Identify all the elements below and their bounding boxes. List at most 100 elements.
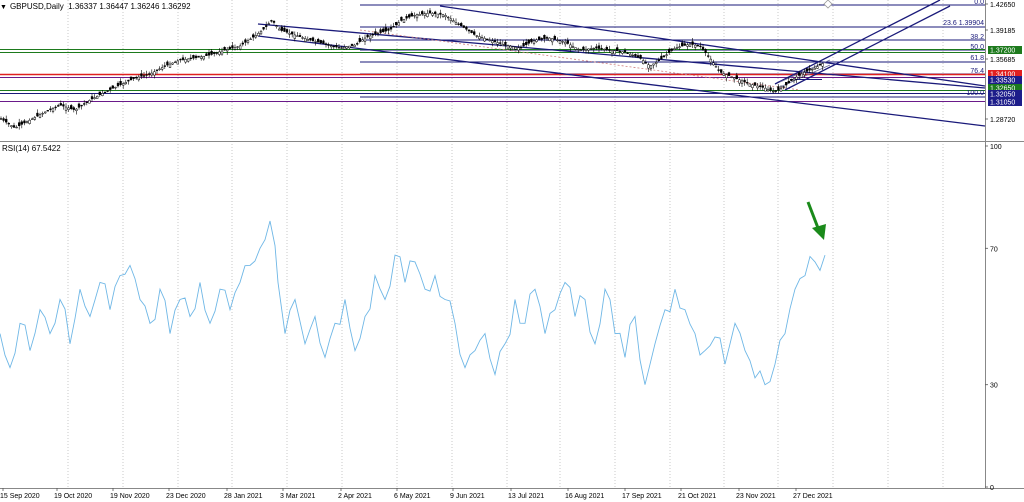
candle-body [415, 14, 419, 19]
candle-body [119, 81, 122, 85]
candle-body [475, 35, 478, 37]
price-scale[interactable]: 1.42650 1.39185 1.35685 1.28720 [985, 2, 1015, 124]
candle-body [678, 46, 681, 48]
green-arrow-icon [806, 201, 826, 240]
chart-header: ▼ GBPUSD,Daily 1.36337 1.36447 1.36246 1.… [0, 1, 191, 13]
candle-body [774, 90, 777, 92]
candle-body [582, 46, 585, 50]
candle-body [366, 34, 369, 38]
candle-body [379, 29, 382, 33]
candle-body [613, 50, 616, 55]
candle-body [103, 91, 107, 94]
price-lines[interactable] [0, 0, 986, 127]
candle-body [686, 44, 689, 47]
price-tag-text: 1.33530 [990, 78, 1015, 85]
candle-body [811, 68, 814, 71]
date-label: 3 Mar 2021 [280, 493, 316, 500]
candle-body [80, 104, 83, 107]
candle-body [566, 40, 569, 44]
candle-body [486, 38, 489, 40]
arrow-shaft [806, 201, 820, 229]
candle-body [127, 79, 130, 82]
candle-body [558, 40, 562, 44]
date-label: 23 Nov 2021 [736, 493, 776, 500]
candle-body [309, 38, 312, 41]
candle-body [644, 62, 647, 64]
fib-label: 76.4 [970, 68, 984, 75]
candle-body [7, 122, 10, 125]
candle-body [10, 125, 13, 127]
candle-body [491, 40, 494, 44]
dropdown-triangle-icon[interactable]: ▼ [0, 4, 7, 11]
candle-body [111, 85, 114, 89]
candle-body [756, 85, 759, 89]
candle-body [722, 73, 725, 76]
candle-body [192, 55, 195, 59]
candle-body [49, 108, 52, 110]
candle-body [135, 77, 138, 79]
candle-body [246, 40, 250, 43]
candle-body [514, 46, 517, 50]
candle-body [345, 46, 348, 49]
candle-body [200, 56, 203, 59]
candle-body [348, 45, 351, 49]
candle-body [168, 63, 172, 68]
candle-body [548, 37, 551, 41]
candle-body [340, 47, 343, 49]
candle-body [618, 50, 621, 53]
candle-body [161, 67, 164, 70]
candle-body [101, 93, 104, 96]
candle-body [116, 82, 120, 87]
candle-body [413, 14, 416, 17]
candle-body [228, 46, 231, 49]
candle-body [158, 68, 161, 70]
fib-label: 23.6 1.39904 [943, 20, 984, 27]
rsi-scale-label: 30 [990, 383, 998, 390]
candle-body [761, 85, 764, 88]
candle-body [467, 29, 471, 32]
rsi-scale-label: 100 [990, 144, 1002, 151]
candle-body [278, 28, 281, 31]
candle-body [709, 58, 712, 63]
candle-body [621, 51, 624, 54]
date-label: 19 Oct 2020 [54, 493, 92, 500]
candle-body [31, 118, 34, 120]
candle-body [311, 37, 315, 42]
candle-body [584, 48, 588, 51]
candle-body [298, 35, 302, 37]
candle-body [174, 61, 177, 63]
candle-body [657, 59, 660, 61]
candle-body [226, 49, 229, 52]
candle-body [629, 53, 632, 57]
candle-body [441, 14, 445, 17]
candle-body [59, 103, 62, 106]
candle-body [478, 36, 481, 40]
candle-body [389, 27, 393, 30]
candle-body [452, 20, 455, 23]
rsi-line [0, 220, 826, 386]
date-label: 27 Dec 2021 [793, 493, 833, 500]
rising-channel-line [784, 5, 951, 91]
candle-body [535, 39, 538, 42]
price-tag-box [988, 76, 1022, 84]
candle-body [395, 22, 398, 26]
price-tag-text: 1.32650 [990, 86, 1015, 93]
candle-body [291, 31, 294, 35]
candle-body [382, 28, 385, 33]
date-label: 9 Jun 2021 [450, 493, 485, 500]
rsi-scale-label: 70 [990, 246, 998, 253]
candle-body [301, 37, 304, 39]
candle-body [545, 37, 549, 39]
candle-body [735, 75, 738, 79]
candle-body [670, 48, 673, 51]
candle-body [62, 104, 65, 107]
candle-body [194, 55, 198, 59]
candle-body [288, 32, 291, 35]
channel-upper-line-2 [439, 5, 986, 87]
candle-body [470, 30, 473, 33]
price-tag-text: 1.37200 [990, 48, 1015, 55]
candle-body [166, 61, 169, 66]
time-axis[interactable]: 15 Sep 2020 19 Oct 2020 19 Nov 2020 23 Dec … [0, 488, 833, 500]
candle-body [70, 105, 73, 109]
